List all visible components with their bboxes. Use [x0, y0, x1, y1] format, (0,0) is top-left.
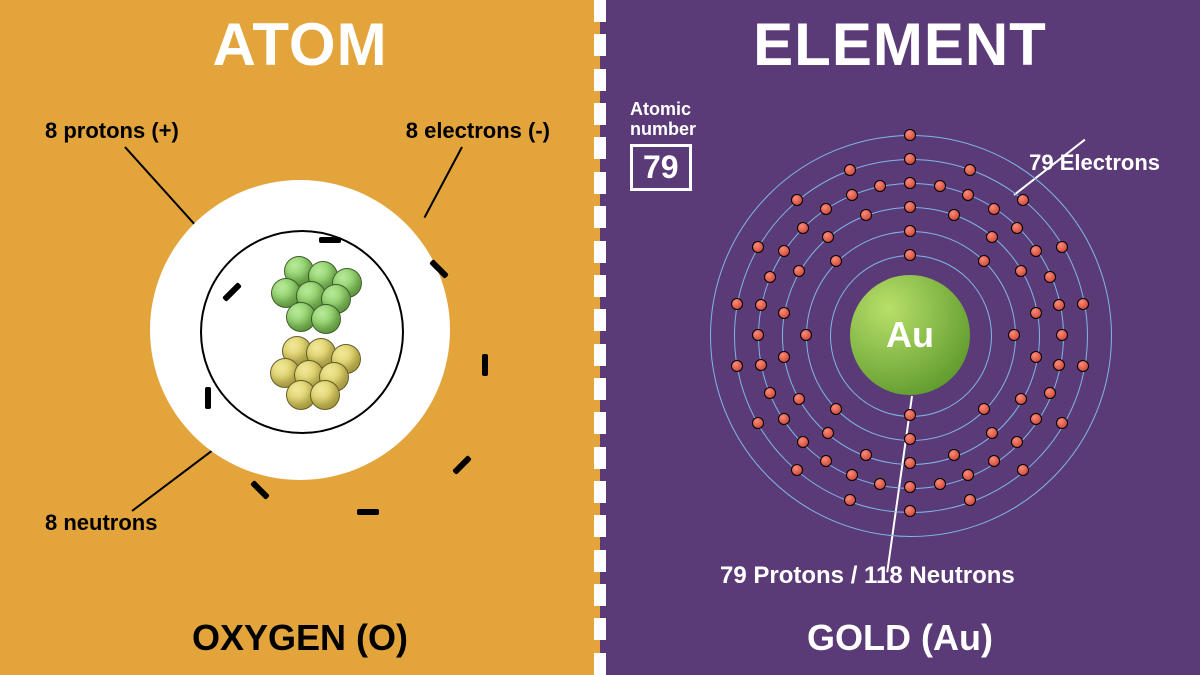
atomic-number-value: 79 — [630, 144, 692, 191]
atom-diagram — [150, 180, 450, 480]
element-title: ELEMENT — [600, 10, 1200, 79]
nucleus-symbol: Au — [886, 314, 934, 356]
infographic-root: ATOM 8 protons (+) 8 electrons (-) 8 neu… — [0, 0, 1200, 675]
electron-mark — [205, 387, 211, 409]
atomic-number-label: Atomicnumber — [630, 100, 696, 140]
neutrons-label: 8 neutrons — [45, 510, 157, 536]
electron-mark — [357, 509, 379, 515]
electron-mark — [482, 354, 488, 376]
electron-mark — [452, 455, 472, 475]
neutron — [310, 380, 340, 410]
atomic-number-box: Atomicnumber 79 — [630, 100, 696, 191]
center-divider — [594, 0, 606, 675]
proton — [311, 304, 341, 334]
element-panel: ELEMENT Atomicnumber 79 79 Electrons 79 … — [600, 0, 1200, 675]
gold-footer: GOLD (Au) — [600, 617, 1200, 659]
gold-nucleus: Au — [850, 275, 970, 395]
electron-mark — [319, 237, 341, 243]
oxygen-footer: OXYGEN (O) — [0, 617, 600, 659]
gold-shell-diagram: Au — [700, 125, 1120, 545]
protons-label: 8 protons (+) — [45, 118, 179, 144]
electron-mark — [250, 480, 270, 500]
nucleus-composition-label: 79 Protons / 118 Neutrons — [720, 562, 1015, 590]
shell-electron — [904, 129, 916, 141]
electrons-label: 8 electrons (-) — [406, 118, 550, 144]
atom-panel: ATOM 8 protons (+) 8 electrons (-) 8 neu… — [0, 0, 600, 675]
atom-title: ATOM — [0, 10, 600, 79]
